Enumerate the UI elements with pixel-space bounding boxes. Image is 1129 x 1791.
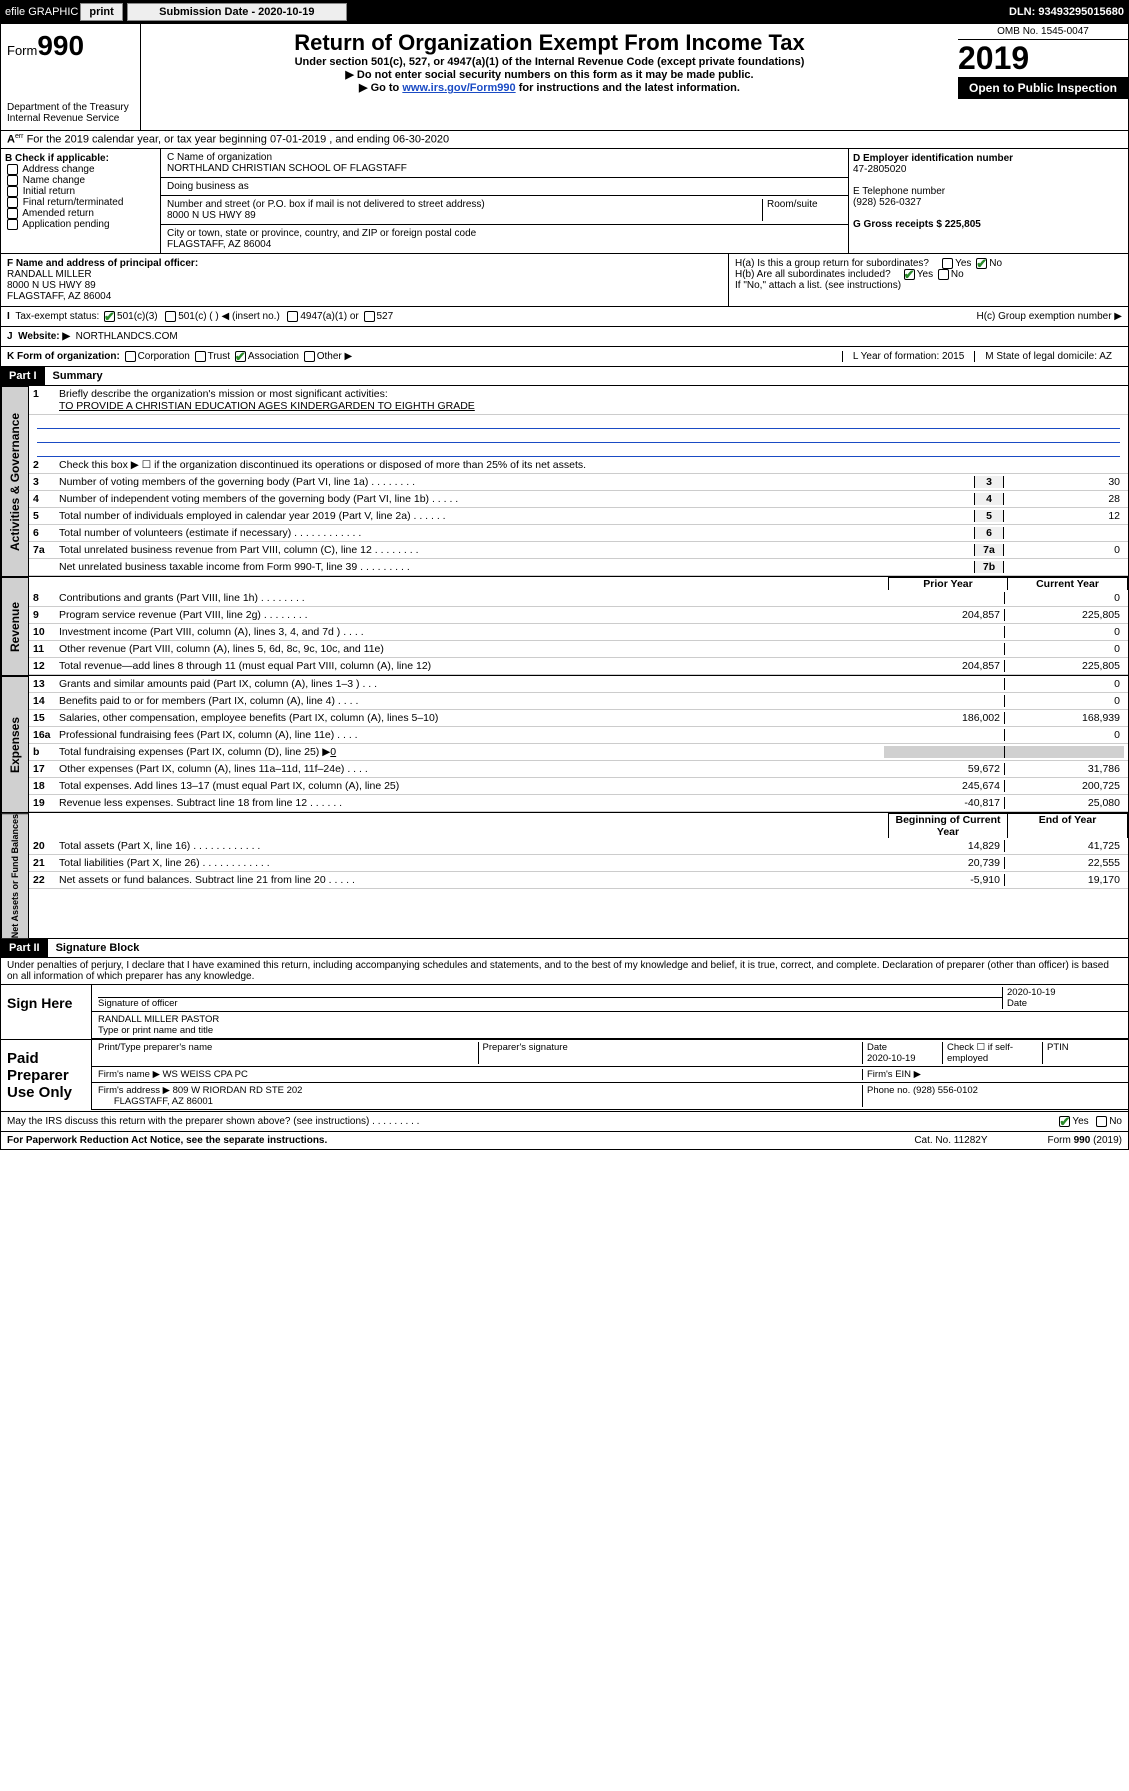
form-header: Form990 Department of the TreasuryIntern… — [0, 24, 1129, 131]
hb-no-checkbox[interactable] — [938, 269, 949, 280]
address-change-checkbox[interactable] — [7, 164, 18, 175]
hb-row: H(b) Are all subordinates included? Yes … — [735, 269, 1122, 280]
corp-checkbox[interactable] — [125, 351, 136, 362]
row-fh: F Name and address of principal officer:… — [0, 254, 1129, 307]
submission-date-button[interactable]: Submission Date - 2020-10-19 — [127, 3, 347, 21]
hb-note: If "No," attach a list. (see instruction… — [735, 280, 1122, 291]
vert-governance: Activities & Governance — [1, 386, 29, 576]
officer-city: FLAGSTAFF, AZ 86004 — [7, 291, 111, 302]
line7b-value — [1004, 561, 1124, 573]
part2-header: Part II Signature Block — [0, 939, 1129, 958]
subtitle-1: Under section 501(c), 527, or 4947(a)(1)… — [147, 56, 952, 68]
assoc-checkbox[interactable] — [235, 351, 246, 362]
other-checkbox[interactable] — [304, 351, 315, 362]
subtitle-3: ▶ Go to www.irs.gov/Form990 for instruct… — [147, 81, 952, 94]
hc-label: H(c) Group exemption number ▶ — [976, 311, 1122, 322]
subtitle-2: ▶ Do not enter social security numbers o… — [147, 68, 952, 81]
line6-value — [1004, 527, 1124, 539]
dept-label: Department of the TreasuryInternal Reven… — [7, 102, 134, 124]
line7a-value: 0 — [1004, 544, 1124, 556]
firm-phone: Phone no. (928) 556-0102 — [862, 1085, 1122, 1107]
vert-revenue: Revenue — [1, 577, 29, 675]
trust-checkbox[interactable] — [195, 351, 206, 362]
perjury-text: Under penalties of perjury, I declare th… — [0, 958, 1129, 985]
part1-header: Part I Summary — [0, 367, 1129, 386]
line3-value: 30 — [1004, 476, 1124, 488]
row-i: I Tax-exempt status: 501(c)(3) 501(c) ( … — [0, 307, 1129, 327]
amended-checkbox[interactable] — [7, 208, 18, 219]
line5-value: 12 — [1004, 510, 1124, 522]
ha-row: H(a) Is this a group return for subordin… — [735, 258, 1122, 269]
main-title: Return of Organization Exempt From Incom… — [147, 30, 952, 56]
website-value: NORTHLANDCS.COM — [76, 331, 178, 342]
row-klm: K Form of organization: Corporation Trus… — [0, 347, 1129, 367]
dln-label: DLN: 93493295015680 — [1009, 6, 1124, 18]
application-pending-checkbox[interactable] — [7, 219, 18, 230]
501c3-checkbox[interactable] — [104, 311, 115, 322]
officer-street: 8000 N US HWY 89 — [7, 280, 96, 291]
ein-value: 47-2805020 — [853, 164, 906, 175]
firm-name: Firm's name ▶ WS WEISS CPA PC — [98, 1069, 862, 1080]
discuss-no-checkbox[interactable] — [1096, 1116, 1107, 1127]
topbar: efile GRAPHIC print Submission Date - 20… — [0, 0, 1129, 24]
vert-net-assets: Net Assets or Fund Balances — [1, 813, 29, 938]
paid-preparer-label: Paid Preparer Use Only — [1, 1040, 91, 1111]
4947-checkbox[interactable] — [287, 311, 298, 322]
omb-label: OMB No. 1545-0047 — [958, 24, 1128, 40]
street-cell: Number and street (or P.O. box if mail i… — [161, 196, 848, 225]
ha-no-checkbox[interactable] — [976, 258, 987, 269]
firm-address: Firm's address ▶ 809 W RIORDAN RD STE 20… — [98, 1085, 302, 1096]
ha-yes-checkbox[interactable] — [942, 258, 953, 269]
line4-value: 28 — [1004, 493, 1124, 505]
sig-officer-label: Signature of officer — [98, 997, 1002, 1009]
sign-here-label: Sign Here — [1, 985, 91, 1039]
city-cell: City or town, state or province, country… — [161, 225, 848, 253]
initial-return-checkbox[interactable] — [7, 186, 18, 197]
hb-yes-checkbox[interactable] — [904, 269, 915, 280]
col-b: B Check if applicable: Address change Na… — [1, 149, 161, 253]
section-b-row: B Check if applicable: Address change Na… — [0, 149, 1129, 254]
discuss-row: May the IRS discuss this return with the… — [0, 1112, 1129, 1132]
dba-cell: Doing business as — [161, 178, 848, 196]
page-footer: For Paperwork Reduction Act Notice, see … — [0, 1132, 1129, 1150]
phone-label: E Telephone number — [853, 186, 945, 197]
org-name-cell: C Name of organizationNORTHLAND CHRISTIA… — [161, 149, 848, 178]
row-j: J Website: ▶ NORTHLANDCS.COM — [0, 327, 1129, 347]
form-number: Form990 — [7, 30, 134, 62]
open-public-label: Open to Public Inspection — [958, 77, 1128, 99]
year-formation: L Year of formation: 2015 — [842, 351, 974, 362]
line1-label: Briefly describe the organization's miss… — [59, 388, 1124, 412]
discuss-yes-checkbox[interactable] — [1059, 1116, 1070, 1127]
sig-date: 2020-10-19 — [1007, 987, 1056, 998]
instructions-link[interactable]: www.irs.gov/Form990 — [402, 82, 515, 94]
527-checkbox[interactable] — [364, 311, 375, 322]
officer-printed-name: RANDALL MILLER PASTOR — [98, 1014, 219, 1025]
gross-receipts: G Gross receipts $ 225,805 — [853, 219, 981, 230]
officer-label: F Name and address of principal officer: — [7, 258, 198, 269]
final-return-checkbox[interactable] — [7, 197, 18, 208]
state-domicile: M State of legal domicile: AZ — [974, 351, 1122, 362]
name-change-checkbox[interactable] — [7, 175, 18, 186]
vert-expenses: Expenses — [1, 676, 29, 812]
line2-label: Check this box ▶ ☐ if the organization d… — [59, 459, 1124, 471]
print-button[interactable]: print — [80, 3, 122, 21]
signature-block: Sign Here Signature of officer 2020-10-19… — [0, 985, 1129, 1112]
period-row: Aerr For the 2019 calendar year, or tax … — [0, 131, 1129, 149]
501c-checkbox[interactable] — [165, 311, 176, 322]
efile-label: efile GRAPHIC — [5, 6, 78, 18]
tax-year: 2019 — [958, 40, 1128, 77]
ein-label: D Employer identification number — [853, 153, 1013, 164]
officer-name: RANDALL MILLER — [7, 269, 92, 280]
phone-value: (928) 526-0327 — [853, 197, 921, 208]
